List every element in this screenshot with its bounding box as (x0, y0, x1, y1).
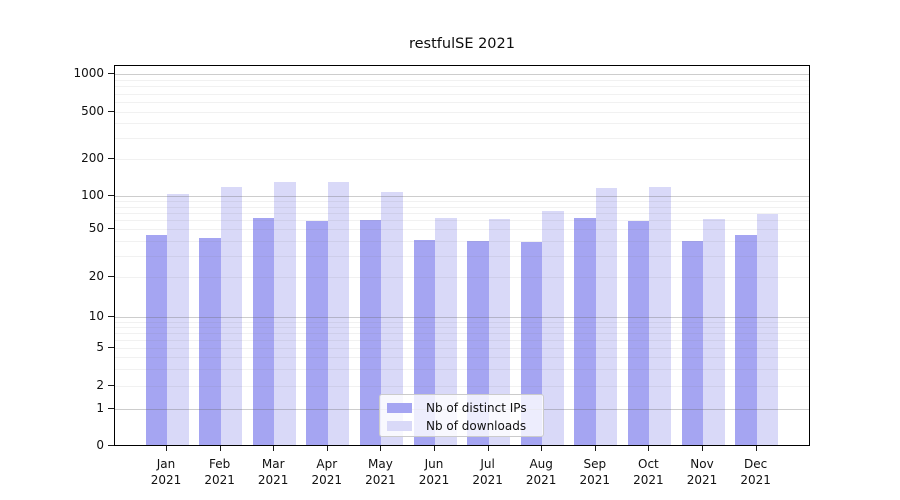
x-tick-label-apr: Apr 2021 (311, 457, 343, 487)
x-tick-feb (219, 446, 221, 451)
legend-item-distinct-ips: Nb of distinct IPs (380, 399, 543, 417)
bar-feb-2021-downloads (220, 187, 243, 445)
x-tick-may (380, 446, 382, 451)
bar-sep-2021-downloads (595, 188, 618, 445)
y-tick-label-50: 50 (88, 221, 104, 235)
x-tick-nov (702, 446, 703, 451)
y-tick-label-0: 0 (96, 438, 104, 452)
x-tick-label-nov: Nov 2021 (686, 457, 718, 487)
gridline-80 (115, 206, 809, 208)
y-tick-1000 (108, 73, 114, 74)
gridline-600 (115, 102, 809, 103)
x-tick-label-sep: Sep 2021 (579, 457, 611, 487)
y-tick-label-20: 20 (88, 269, 104, 283)
gridline-300 (115, 138, 809, 140)
y-tick-20 (108, 276, 114, 277)
y-tick-label-2: 2 (96, 378, 104, 392)
gridline-800 (115, 86, 809, 88)
gridline-900 (115, 79, 809, 81)
bar-may-2021-distinct-ips (359, 220, 382, 445)
gridline-400 (115, 123, 809, 125)
bar-mar-2021-downloads (274, 182, 296, 445)
bar-dec-2021-downloads (756, 214, 779, 445)
bar-nov-2021-downloads (703, 218, 725, 445)
bar-jan-2021-downloads (167, 193, 189, 445)
x-tick-jan (166, 446, 167, 451)
bar-sep-2021-distinct-ips (574, 217, 596, 445)
x-tick-label-aug: Aug 2021 (525, 457, 557, 487)
bar-aug-2021-downloads (542, 210, 564, 445)
chart-title: restfulSE 2021 (408, 36, 515, 52)
x-tick-sep (594, 446, 596, 451)
bar-jun-2021-downloads (435, 217, 457, 445)
bar-apr-2021-downloads (327, 181, 350, 445)
x-tick-oct (648, 446, 650, 451)
y-tick-100 (108, 195, 114, 196)
y-tick-200 (108, 158, 114, 159)
legend-item-downloads: Nb of downloads (380, 417, 543, 435)
x-tick-label-dec: Dec 2021 (740, 457, 771, 487)
x-tick-mar (273, 446, 275, 451)
x-tick-label-jan: Jan 2021 (150, 457, 182, 487)
bar-oct-2021-downloads (649, 186, 671, 445)
x-tick-jul (487, 446, 489, 451)
bar-feb-2021-distinct-ips (199, 238, 221, 445)
bar-may-2021-downloads (381, 191, 403, 445)
legend: Nb of distinct IPs Nb of downloads (379, 394, 544, 437)
bar-jan-2021-distinct-ips (145, 234, 167, 445)
y-tick-label-5: 5 (96, 340, 104, 354)
y-tick-5 (108, 347, 114, 348)
x-tick-dec (755, 446, 757, 451)
y-tick-2 (108, 385, 114, 386)
gridline-90 (115, 201, 809, 203)
x-tick-apr (326, 446, 328, 451)
legend-swatch-downloads (387, 421, 412, 431)
bar-dec-2021-distinct-ips (735, 234, 757, 445)
gridline-70 (115, 212, 809, 214)
y-tick-10 (108, 316, 114, 317)
y-tick-0 (108, 445, 114, 446)
y-tick-label-500: 500 (81, 104, 104, 118)
x-tick-label-may: May 2021 (365, 457, 396, 487)
y-tick-label-1000: 1000 (73, 66, 104, 80)
bar-jun-2021-distinct-ips (413, 239, 435, 445)
legend-label-downloads: Nb of downloads (426, 419, 527, 433)
legend-label-distinct-ips: Nb of distinct IPs (426, 401, 527, 415)
y-tick-label-1: 1 (96, 401, 104, 415)
gridline-700 (115, 93, 809, 95)
x-tick-aug (541, 446, 543, 451)
x-tick-label-jun: Jun 2021 (418, 457, 450, 487)
x-tick-label-jul: Jul 2021 (472, 457, 503, 487)
plot-area: Nb of distinct IPs Nb of downloads (114, 65, 810, 446)
y-tick-500 (108, 111, 114, 112)
y-tick-label-200: 200 (81, 151, 104, 165)
bar-apr-2021-distinct-ips (306, 220, 328, 445)
gridline-100 (115, 196, 809, 197)
x-tick-jun (434, 446, 435, 451)
y-tick-label-10: 10 (88, 309, 104, 323)
legend-swatch-distinct-ips (387, 403, 412, 413)
gridline-1000 (115, 74, 809, 75)
x-tick-label-oct: Oct 2021 (633, 457, 664, 487)
y-tick-1 (108, 408, 114, 409)
gridline-200 (115, 159, 809, 160)
bar-jul-2021-downloads (488, 219, 511, 445)
gridline-500 (115, 112, 809, 113)
x-tick-label-feb: Feb 2021 (204, 457, 235, 487)
bar-oct-2021-distinct-ips (627, 220, 650, 445)
y-tick-50 (108, 228, 114, 229)
bar-nov-2021-distinct-ips (681, 241, 703, 445)
y-tick-label-100: 100 (81, 188, 104, 202)
bar-mar-2021-distinct-ips (252, 217, 275, 445)
x-tick-label-mar: Mar 2021 (257, 457, 289, 487)
